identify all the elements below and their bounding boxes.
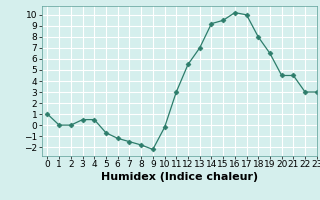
X-axis label: Humidex (Indice chaleur): Humidex (Indice chaleur): [100, 172, 258, 182]
